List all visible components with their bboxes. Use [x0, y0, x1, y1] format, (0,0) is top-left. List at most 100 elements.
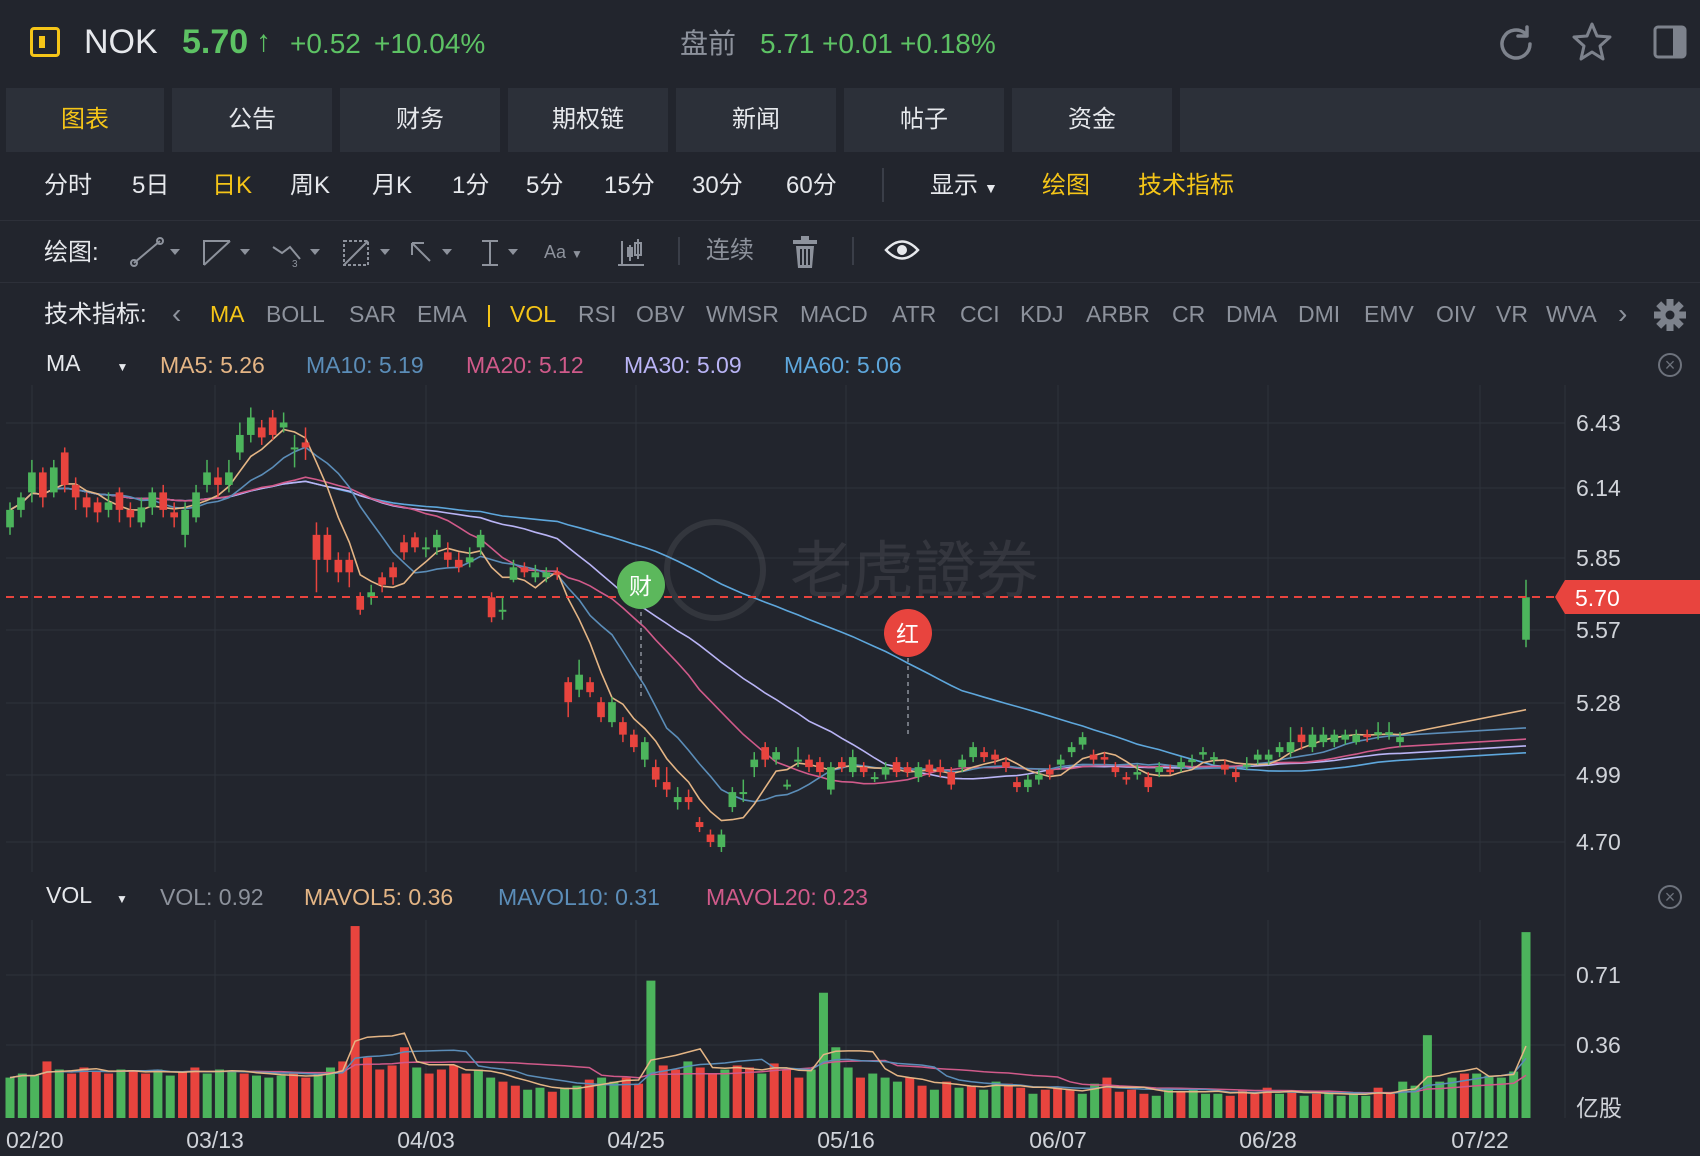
- period-15min[interactable]: 15分: [604, 172, 655, 199]
- indicator-arbr[interactable]: ARBR: [1086, 301, 1150, 327]
- trendline-tool-icon[interactable]: [130, 235, 186, 269]
- indicator-vol[interactable]: VOL: [510, 301, 557, 327]
- main-indicator-select[interactable]: MA ▼: [46, 345, 128, 385]
- candle: [104, 492, 113, 518]
- volume-bar: [42, 1061, 52, 1118]
- candle: [214, 467, 222, 498]
- indicator-kdj[interactable]: KDJ: [1020, 301, 1064, 327]
- candle: [268, 409, 277, 440]
- volume-bar: [190, 1067, 200, 1118]
- period-intraday[interactable]: 分时: [44, 172, 92, 199]
- period-60min[interactable]: 60分: [786, 172, 837, 199]
- volume-bar: [338, 1061, 348, 1118]
- earnings-marker[interactable]: 财: [617, 561, 665, 700]
- close-sub-indicator-icon[interactable]: ×: [1658, 885, 1682, 909]
- period-30min[interactable]: 30分: [692, 172, 743, 199]
- indicator-rsi[interactable]: RSI: [578, 301, 617, 327]
- dividend-marker[interactable]: 红: [884, 609, 932, 735]
- sub-indicator-select[interactable]: VOL ▼: [46, 877, 128, 917]
- indicator-sar[interactable]: SAR: [349, 301, 397, 327]
- tab-financials[interactable]: 财务: [340, 88, 500, 152]
- settings-gear-icon[interactable]: [1652, 297, 1688, 333]
- candle: [848, 749, 857, 778]
- indicator-cr[interactable]: CR: [1172, 301, 1206, 327]
- scroll-left-icon[interactable]: ‹: [172, 298, 182, 329]
- arrow-tool-icon[interactable]: [406, 235, 462, 269]
- indicator-wmsr[interactable]: WMSR: [706, 301, 779, 327]
- indicator-ma[interactable]: MA: [210, 301, 245, 327]
- indicator-vr[interactable]: VR: [1496, 301, 1528, 327]
- period-5day[interactable]: 5日: [132, 172, 170, 199]
- tab-news[interactable]: 新闻: [676, 88, 836, 152]
- close-main-indicator-icon[interactable]: ×: [1658, 353, 1682, 377]
- continuous-draw-toggle[interactable]: 连续: [706, 237, 754, 264]
- candle: [1056, 754, 1065, 770]
- candle: [542, 567, 551, 583]
- side-panel-icon[interactable]: [1652, 24, 1688, 60]
- display-label: 显示: [930, 172, 978, 199]
- period-1min[interactable]: 1分: [452, 172, 490, 199]
- tab-options-chain[interactable]: 期权链: [508, 88, 668, 152]
- volume-bar: [1040, 1089, 1050, 1118]
- indicators-button[interactable]: 技术指标: [1138, 172, 1234, 199]
- candle-body: [1308, 734, 1317, 748]
- scroll-right-icon[interactable]: ›: [1618, 298, 1628, 329]
- candle: [1144, 772, 1153, 793]
- refresh-icon[interactable]: [1494, 22, 1538, 66]
- candle-body: [564, 682, 573, 703]
- indicator-boll[interactable]: BOLL: [266, 301, 325, 327]
- candle-body: [1385, 732, 1393, 735]
- candle: [816, 757, 824, 778]
- candle: [498, 597, 507, 620]
- draw-button[interactable]: 绘图: [1042, 172, 1090, 199]
- candle-body: [608, 702, 616, 723]
- indicator-obv[interactable]: OBV: [636, 301, 685, 327]
- indicator-dmi[interactable]: DMI: [1298, 301, 1341, 327]
- range-tool-icon[interactable]: [476, 235, 532, 269]
- mavol10-value: MAVOL10: 0.31: [498, 884, 660, 910]
- indicator-atr[interactable]: ATR: [892, 301, 937, 327]
- tab-announcements[interactable]: 公告: [172, 88, 332, 152]
- indicator-oiv[interactable]: OIV: [1436, 301, 1476, 327]
- volume-bar: [794, 1077, 804, 1118]
- candle-body: [225, 472, 233, 485]
- display-dropdown[interactable]: 显示 ▼: [930, 166, 998, 208]
- fibonacci-tool-icon[interactable]: [340, 235, 396, 269]
- favorite-star-icon[interactable]: [1570, 20, 1614, 64]
- tab-chart[interactable]: 图表: [6, 88, 164, 152]
- period-weekly[interactable]: 周K: [290, 172, 331, 199]
- volume-bar: [67, 1073, 77, 1118]
- candle: [465, 547, 474, 568]
- period-5min[interactable]: 5分: [526, 172, 564, 199]
- last-price: 5.70: [182, 23, 249, 61]
- text-tool[interactable]: Aa ▼: [544, 235, 583, 271]
- candle: [1002, 757, 1010, 773]
- candle: [17, 492, 25, 518]
- trash-icon[interactable]: [790, 235, 820, 269]
- tab-capital-flow[interactable]: 资金: [1012, 88, 1172, 152]
- candle: [1210, 752, 1218, 765]
- wave-tool-icon[interactable]: 3: [270, 235, 326, 269]
- indicator-dma[interactable]: DMA: [1226, 301, 1278, 327]
- volume-bar: [769, 1063, 779, 1118]
- period-daily[interactable]: 日K: [212, 172, 253, 199]
- ma20-value: MA20: 5.12: [466, 352, 584, 378]
- indicator-emv[interactable]: EMV: [1364, 301, 1414, 327]
- indicator-ema[interactable]: EMA: [417, 301, 467, 327]
- candle: [1122, 772, 1131, 785]
- candlestick-tool-icon[interactable]: [614, 235, 648, 269]
- mavol5-line: [9, 1032, 1527, 1095]
- indicator-wva[interactable]: WVA: [1546, 301, 1597, 327]
- channel-tool-icon[interactable]: [200, 235, 256, 269]
- tab-posts[interactable]: 帖子: [844, 88, 1004, 152]
- candle: [345, 552, 354, 588]
- period-monthly[interactable]: 月K: [372, 172, 413, 199]
- candle: [1385, 722, 1393, 740]
- candle: [301, 427, 310, 460]
- eye-icon[interactable]: [884, 237, 920, 263]
- volume-bar: [5, 1077, 15, 1118]
- portfolio-icon[interactable]: [30, 27, 60, 57]
- indicator-macd[interactable]: MACD: [800, 301, 868, 327]
- indicator-cci[interactable]: CCI: [960, 301, 1000, 327]
- volume-bar: [1065, 1089, 1075, 1118]
